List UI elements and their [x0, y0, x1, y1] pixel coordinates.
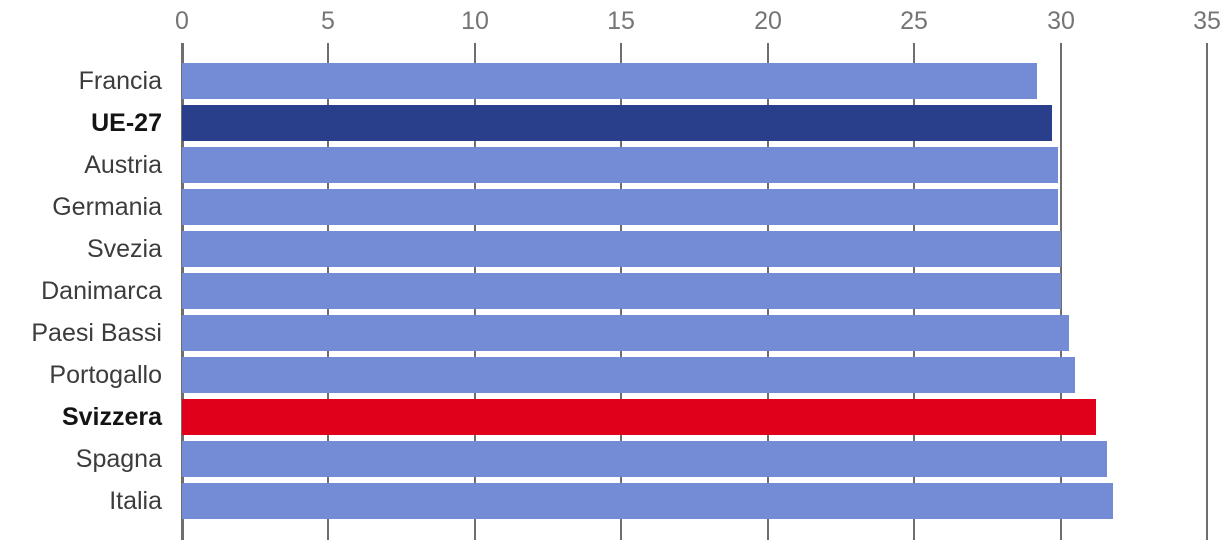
category-label-italia: Italia — [109, 487, 162, 515]
x-axis: 0 5 10 15 20 25 30 35 — [0, 0, 1220, 60]
x-tick-label-20: 20 — [754, 7, 782, 35]
category-label-svizzera: Svizzera — [61, 403, 162, 431]
bar-paesi-bassi — [182, 315, 1069, 351]
category-label-danimarca: Danimarca — [41, 277, 162, 305]
gridline-30 — [1060, 60, 1062, 540]
x-tick-label-35: 35 — [1193, 7, 1220, 35]
category-labels: Francia UE-27 Austria Germania Svezia Danimar… — [0, 60, 162, 540]
bar-germania — [182, 189, 1058, 225]
category-label-portogallo: Portogallo — [49, 361, 162, 389]
bar-svezia — [182, 231, 1061, 267]
x-tick-mark-35 — [1206, 43, 1208, 60]
x-tick-label-10: 10 — [461, 7, 489, 35]
bar-italia — [182, 483, 1113, 519]
category-label-francia: Francia — [78, 67, 162, 95]
bar-danimarca — [182, 273, 1061, 309]
x-tick-label-30: 30 — [1047, 7, 1075, 35]
category-label-germania: Germania — [52, 193, 162, 221]
x-tick-label-5: 5 — [321, 7, 335, 35]
x-tick-mark-10 — [474, 43, 476, 60]
bar-portogallo — [182, 357, 1075, 393]
x-tick-mark-15 — [620, 43, 622, 60]
x-tick-mark-30 — [1060, 43, 1062, 60]
bar-spagna — [182, 441, 1107, 477]
plot-area — [181, 43, 1210, 540]
category-label-paesi-bassi: Paesi Bassi — [31, 319, 162, 347]
gridline-35 — [1206, 60, 1208, 540]
bar-ue-27 — [182, 105, 1052, 141]
bar-francia — [182, 63, 1037, 99]
bar-austria — [182, 147, 1058, 183]
x-tick-label-0: 0 — [175, 7, 189, 35]
bar-svizzera — [182, 399, 1096, 435]
category-label-ue-27: UE-27 — [91, 109, 162, 137]
x-tick-label-25: 25 — [900, 7, 928, 35]
category-label-spagna: Spagna — [75, 445, 162, 473]
x-tick-label-15: 15 — [607, 7, 635, 35]
x-tick-mark-25 — [913, 43, 915, 60]
x-tick-mark-20 — [767, 43, 769, 60]
category-label-svezia: Svezia — [86, 235, 162, 263]
category-label-austria: Austria — [84, 151, 162, 179]
x-tick-mark-5 — [327, 43, 329, 60]
